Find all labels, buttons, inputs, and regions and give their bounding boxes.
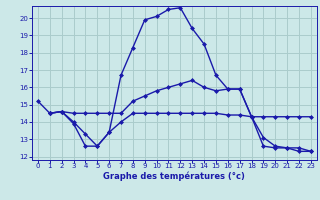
- X-axis label: Graphe des températures (°c): Graphe des températures (°c): [103, 172, 245, 181]
